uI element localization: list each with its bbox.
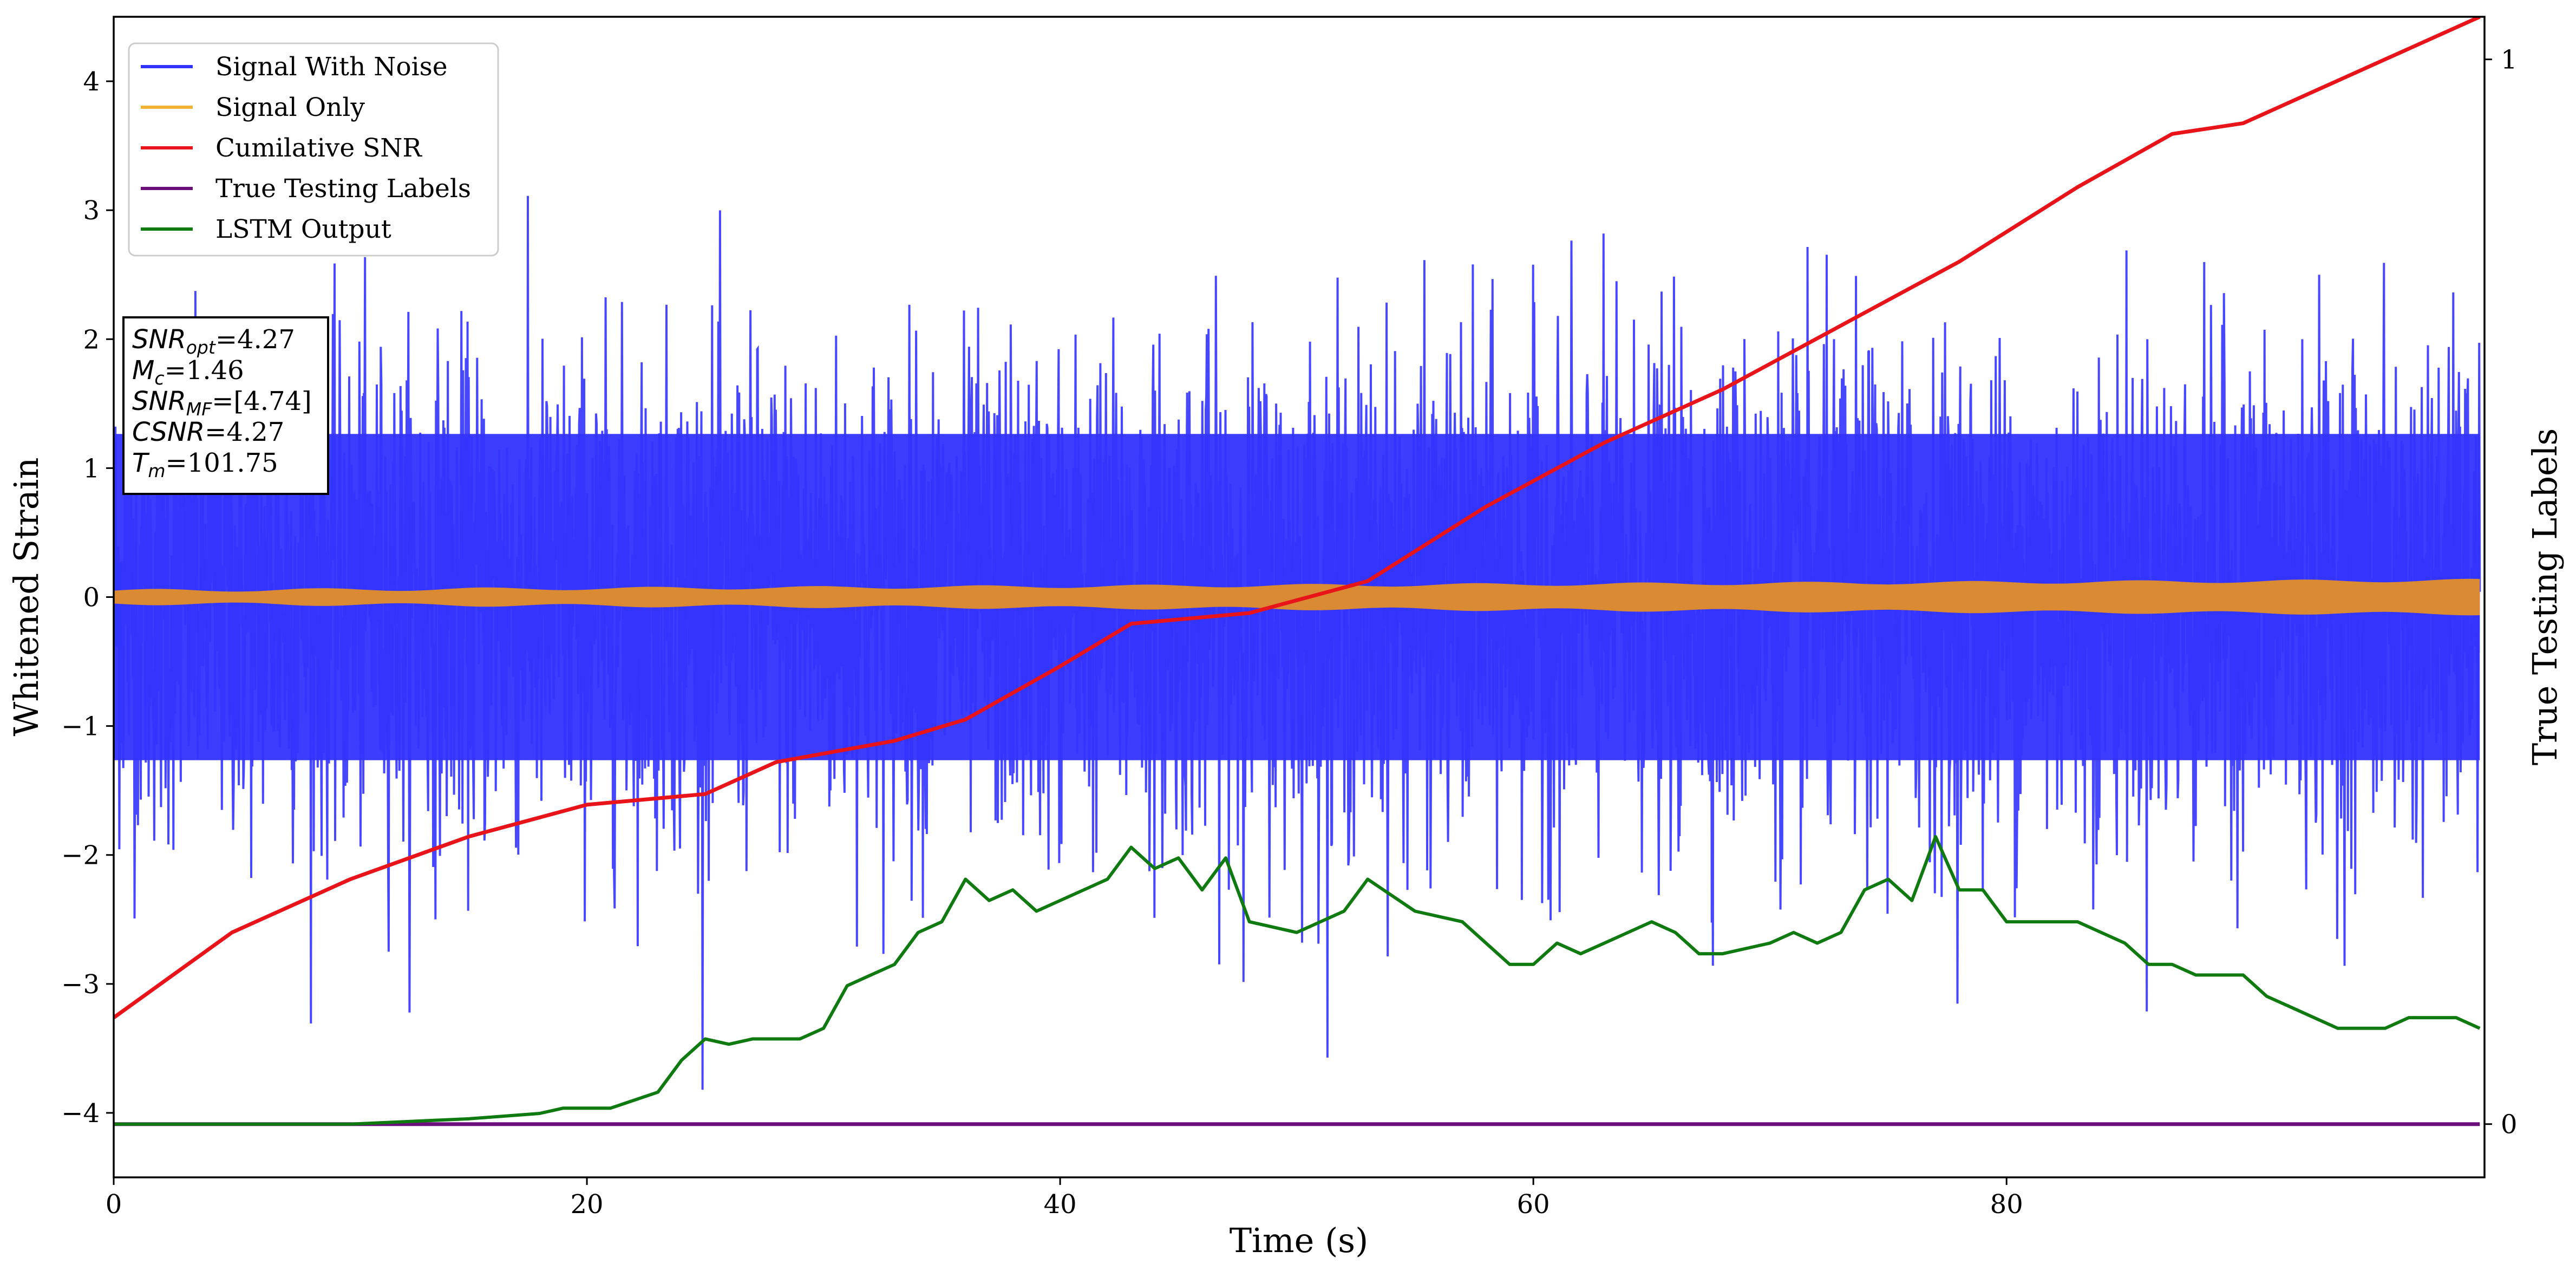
y-tick-label: −4 (61, 1098, 100, 1129)
y-tick-label: −3 (61, 969, 100, 1000)
annotation-line: Tm=101.75 (132, 448, 278, 481)
x-tick-label: 0 (106, 1189, 122, 1220)
legend-label: Signal Only (215, 93, 365, 122)
y-tick-label: −1 (61, 712, 100, 742)
annotation-line: CSNR=4.27 (132, 417, 284, 447)
lstm-output-line (114, 835, 2481, 1126)
annotation-line: SNRopt=4.27 (132, 324, 295, 358)
legend-label: Cumilative SNR (215, 133, 422, 163)
y-tick-label: 4 (83, 67, 100, 97)
legend-label: LSTM Output (215, 214, 391, 244)
x-tick-label: 20 (571, 1189, 604, 1220)
y2-axis-label: True Testing Labels (2525, 428, 2565, 766)
signal-with-noise-line (114, 196, 2481, 1090)
signal-only-series (114, 578, 2480, 616)
y-axis-label: Whitened Strain (6, 458, 46, 737)
y2-tick-label: 1 (2501, 45, 2518, 75)
legend: Signal With Noise Signal Only Cumilative S… (128, 42, 499, 257)
y-tick-label: 1 (83, 453, 100, 484)
x-axis-label: Time (s) (1230, 1221, 1369, 1260)
y-tick-label: 2 (83, 324, 100, 355)
legend-box (128, 42, 499, 257)
y-tick-label: 0 (83, 583, 100, 613)
annotation-line: SNRMF=[4.74] (132, 386, 312, 420)
line-series (114, 17, 2481, 1126)
x-tick-label: 40 (1044, 1189, 1077, 1220)
x-tick-label: 80 (1990, 1189, 2023, 1220)
legend-label: True Testing Labels (215, 174, 471, 204)
noise-series (114, 196, 2481, 1090)
legend-label: Signal With Noise (215, 52, 448, 82)
signal-only-band (114, 578, 2480, 616)
x-tick-label: 60 (1517, 1189, 1550, 1220)
y-tick-label: 3 (83, 196, 100, 226)
y2-tick-label: 0 (2501, 1110, 2518, 1140)
annotation-box (122, 316, 329, 495)
annotation-line: Mc=1.46 (132, 355, 244, 389)
y-tick-label: −2 (61, 841, 100, 871)
cumulative-snr-line (114, 17, 2481, 1019)
parameter-annotation-box: SNRopt=4.27Mc=1.46SNRMF=[4.74]CSNR=4.27T… (122, 316, 329, 495)
